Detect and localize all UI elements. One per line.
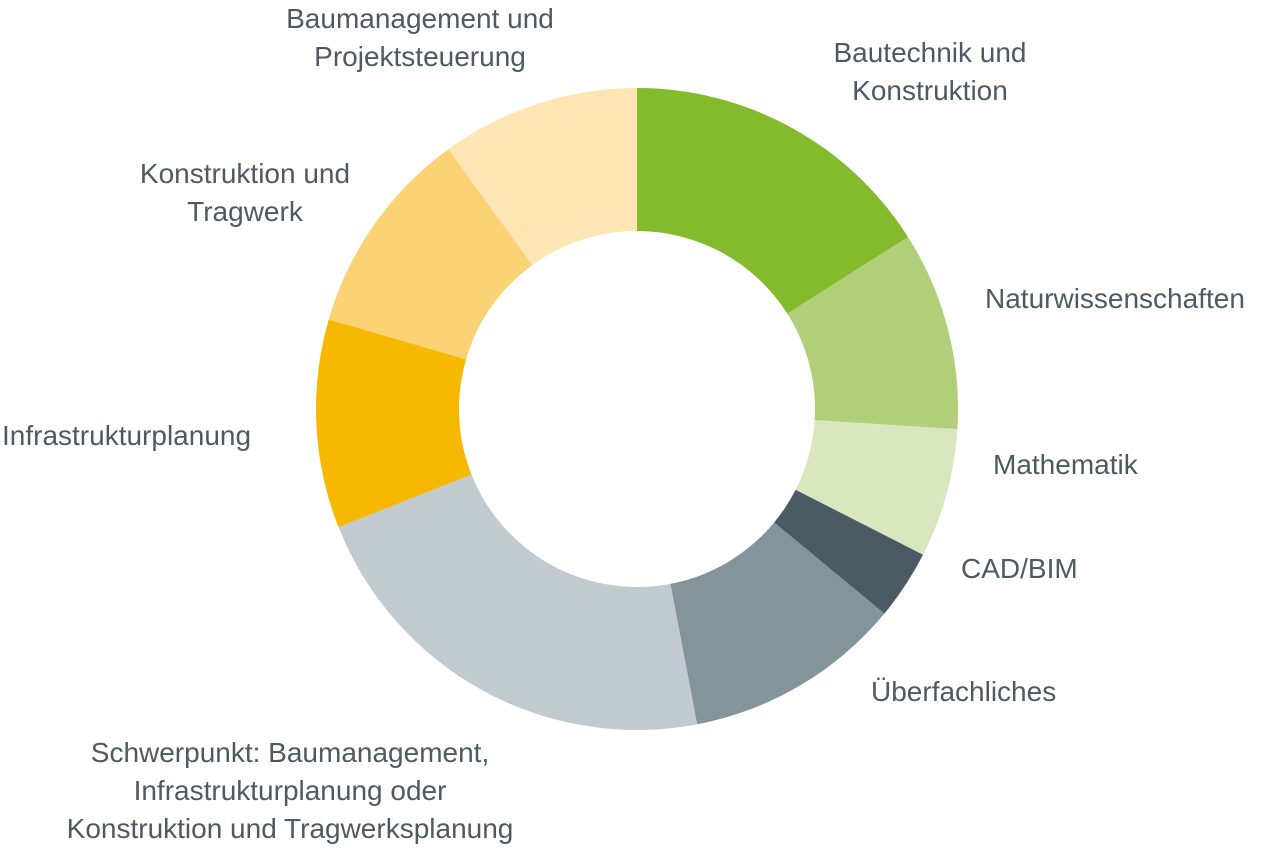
label-naturwissenschaften: Naturwissenschaften [985, 283, 1245, 314]
donut-slice-ueberfachliches [670, 522, 885, 725]
donut-slice-schwerpunkt [338, 474, 698, 730]
label-infrastrukturplanung: Infrastrukturplanung [2, 420, 252, 451]
label-mathematik: Mathematik [993, 449, 1138, 480]
label-konstruktion-und-tragwerk: Konstruktion und Tragwerk [139, 158, 351, 227]
label-cad-bim: CAD/BIM [961, 553, 1078, 584]
donut-slice-mathematik [795, 420, 958, 555]
donut-slice-cad-bim [774, 489, 924, 614]
donut-slice-baumanagement-und-projektsteuerung [448, 88, 637, 265]
label-ueberfachliches: Überfachliches [871, 676, 1057, 707]
label-baumanagement-und-projektsteuerung: Baumanagement und Projektsteuerung [286, 3, 554, 72]
donut-slice-konstruktion-und-tragwerk [328, 149, 533, 360]
donut-slice-bautechnik-und-konstruktion [637, 88, 909, 314]
label-bautechnik-und-konstruktion: Bautechnik und Konstruktion [833, 37, 1027, 106]
label-schwerpunkt: Schwerpunkt: Baumanagement, Infrastruktu… [66, 737, 514, 844]
donut-slice-naturwissenschaften [787, 236, 958, 430]
donut-slice-infrastrukturplanung [316, 319, 472, 528]
